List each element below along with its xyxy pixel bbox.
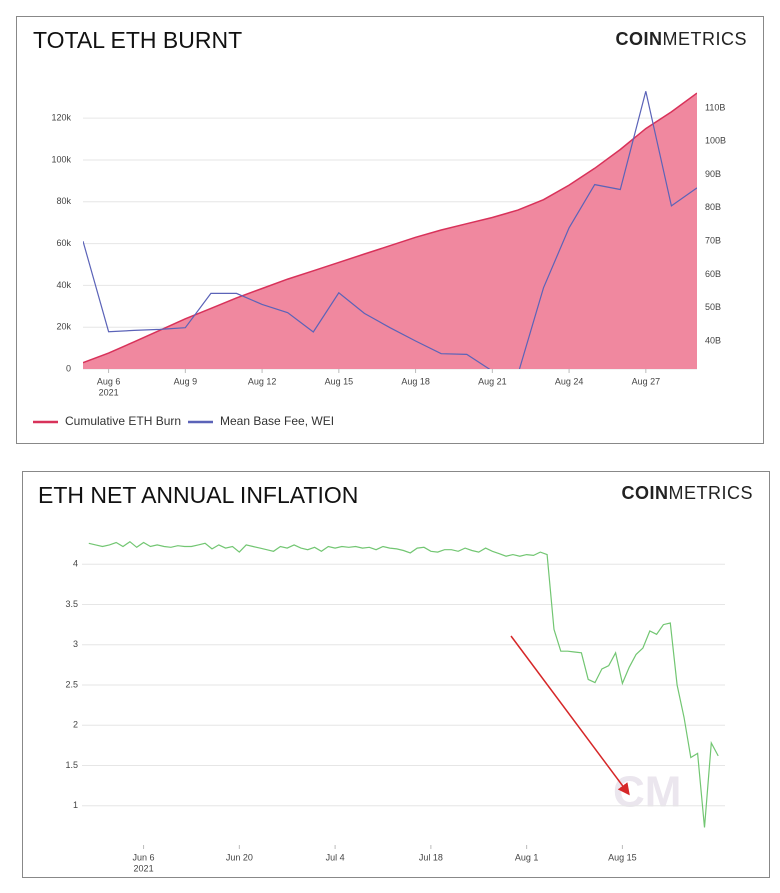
x-tick-label: Jun 6 xyxy=(133,852,155,862)
y2-tick-label: 80B xyxy=(705,202,721,212)
x-tick-label: Aug 27 xyxy=(632,376,661,386)
watermark: CM xyxy=(613,768,681,817)
y-tick-label: 3.5 xyxy=(65,599,78,609)
line xyxy=(88,540,719,828)
x-tick-label: Aug 24 xyxy=(555,376,584,386)
x-tick-label: Aug 15 xyxy=(608,852,637,862)
logo: COINMETRICS xyxy=(622,483,754,503)
legend-label: Mean Base Fee, WEI xyxy=(220,414,334,428)
logo-rest: METRICS xyxy=(669,483,754,503)
x-tick-label: Jul 4 xyxy=(326,852,345,862)
x-tick-label: Aug 18 xyxy=(401,376,430,386)
y-tick-label: 0 xyxy=(66,363,71,373)
y-tick-label: 2.5 xyxy=(65,679,78,689)
y-tick-label: 2 xyxy=(73,720,78,730)
y2-tick-label: 50B xyxy=(705,302,721,312)
y-tick-label: 40k xyxy=(56,280,71,290)
y-tick-label: 80k xyxy=(56,196,71,206)
x-year-label: 2021 xyxy=(134,863,154,873)
y2-tick-label: 40B xyxy=(705,335,721,345)
chart-title: TOTAL ETH BURNT xyxy=(33,27,242,53)
x-tick-label: Aug 12 xyxy=(248,376,277,386)
x-tick-label: Jul 18 xyxy=(419,852,443,862)
y-tick-label: 4 xyxy=(73,559,78,569)
y2-tick-label: 60B xyxy=(705,269,721,279)
area xyxy=(83,93,697,369)
y-tick-label: 60k xyxy=(56,238,71,248)
logo-bold: COIN xyxy=(616,29,663,49)
panel xyxy=(22,471,770,878)
y-tick-label: 3 xyxy=(73,639,78,649)
x-tick-label: Aug 9 xyxy=(174,376,198,386)
y-tick-label: 1 xyxy=(73,800,78,810)
y-tick-label: 100k xyxy=(51,154,71,164)
y-tick-label: 20k xyxy=(56,322,71,332)
x-tick-label: Jun 20 xyxy=(226,852,253,862)
x-tick-label: Aug 1 xyxy=(515,852,539,862)
logo: COINMETRICS xyxy=(616,29,748,49)
y2-tick-label: 110B xyxy=(705,102,725,112)
y-tick-label: 120k xyxy=(51,113,71,123)
logo-rest: METRICS xyxy=(663,29,748,49)
x-tick-label: Aug 6 xyxy=(97,376,121,386)
y2-tick-label: 70B xyxy=(705,236,721,246)
x-tick-label: Aug 15 xyxy=(325,376,354,386)
x-tick-label: Aug 21 xyxy=(478,376,507,386)
y2-tick-label: 100B xyxy=(705,136,726,146)
line xyxy=(83,91,697,369)
arrow xyxy=(510,635,630,796)
y-tick-label: 1.5 xyxy=(65,760,78,770)
area-edge xyxy=(83,92,697,364)
logo-bold: COIN xyxy=(622,483,669,503)
chart: CM020k40k60k80k100k120k40B50B60B70B80B90… xyxy=(33,91,726,428)
chart-title: ETH NET ANNUAL INFLATION xyxy=(38,482,358,508)
y2-tick-label: 90B xyxy=(705,169,721,179)
legend-label: Cumulative ETH Burn xyxy=(65,414,181,428)
x-year-label: 2021 xyxy=(99,387,119,397)
